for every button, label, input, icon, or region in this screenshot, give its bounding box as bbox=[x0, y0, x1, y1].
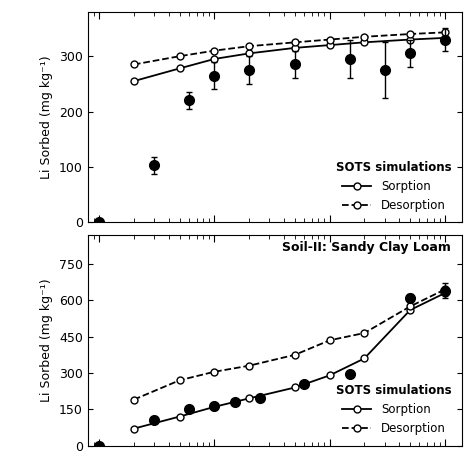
Legend: Sorption, Desorption: Sorption, Desorption bbox=[331, 379, 456, 440]
Y-axis label: Li Sorbed (mg kg⁻¹): Li Sorbed (mg kg⁻¹) bbox=[40, 55, 54, 179]
Y-axis label: Li Sorbed (mg kg⁻¹): Li Sorbed (mg kg⁻¹) bbox=[40, 279, 53, 402]
Text: Soil-II: Sandy Clay Loam: Soil-II: Sandy Clay Loam bbox=[282, 241, 451, 255]
Legend: Sorption, Desorption: Sorption, Desorption bbox=[331, 156, 456, 217]
